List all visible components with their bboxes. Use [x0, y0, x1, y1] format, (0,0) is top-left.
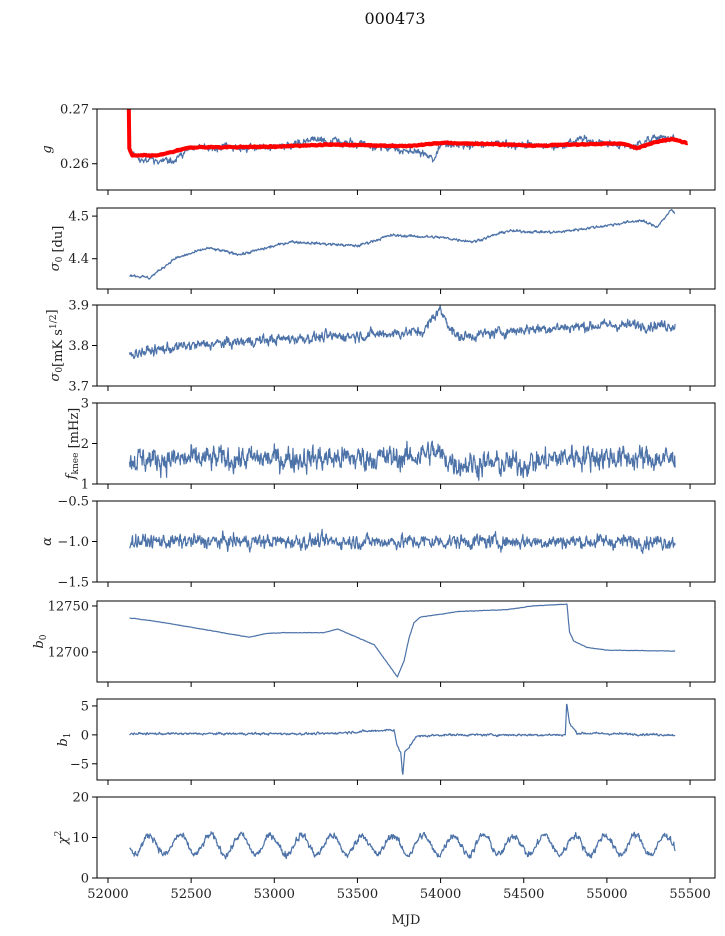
- axes-frame: [96, 698, 716, 781]
- y-axis-label: χ2: [54, 831, 71, 846]
- x-tick-label: 54000: [420, 887, 461, 902]
- y-tick-label: 2: [81, 437, 89, 452]
- y-tick-label: 12700: [48, 645, 89, 660]
- y-tick-label: 4.5: [68, 210, 89, 225]
- axes-frame: [96, 207, 716, 290]
- y-tick-label: 3.8: [68, 339, 89, 354]
- y-axis-label: σ0[mK s1/2]: [45, 309, 66, 381]
- panel-4: −1.5 −1.0 −0.5 α: [40, 495, 716, 591]
- x-tick-label: 53500: [337, 887, 378, 902]
- y-tick-label: −0.5: [57, 495, 89, 510]
- y-label-segment: 0: [39, 634, 49, 640]
- y-label-segment: 1/2: [49, 315, 59, 329]
- x-axis-label: MJD: [392, 913, 421, 928]
- axes-frame: [96, 796, 716, 879]
- y-label-segment: f: [64, 472, 79, 480]
- panel-1: 4.44.5σ0 [du]: [48, 207, 716, 294]
- axes-frame: [96, 600, 716, 683]
- y-label-segment: b: [56, 738, 71, 746]
- series-line-b0: [129, 603, 676, 678]
- x-tick-label: 52500: [170, 887, 211, 902]
- y-label-segment: g: [40, 145, 55, 153]
- y-label-segment: α: [40, 537, 55, 546]
- y-label-segment: 0: [55, 367, 65, 373]
- panel-7: 52000 52500 53000 53500 54000 54500 55000 55500…: [54, 791, 716, 902]
- y-tick-label: 3.7: [68, 380, 89, 395]
- y-tick-label: −1.0: [57, 535, 89, 550]
- y-label-segment: σ: [48, 261, 63, 271]
- panel-2: 3.73.83.9σ0[mK s1/2]: [45, 299, 716, 395]
- x-tick-label: 54500: [503, 887, 544, 902]
- y-label-segment: ]: [45, 309, 60, 314]
- y-label-segment: 0: [55, 256, 65, 262]
- y-label-segment: [mK s: [51, 329, 66, 367]
- y-label-segment: b: [32, 640, 47, 648]
- series-line-fknee: [129, 440, 676, 481]
- series-line-g fit: [126, 109, 690, 158]
- series-line-alpha: [129, 528, 676, 554]
- axes-frame: [96, 402, 716, 485]
- series-line-sigma0_mK: [129, 305, 676, 360]
- y-tick-label: 5: [81, 699, 89, 714]
- y-tick-label: −5: [70, 757, 89, 772]
- y-tick-label: 0: [81, 872, 89, 887]
- panel-6: −5 0 5 b1: [56, 698, 716, 785]
- axes-frame: [96, 108, 716, 191]
- y-label-segment: 1: [63, 732, 73, 738]
- panel-5: 12700 12750 b0: [32, 599, 716, 687]
- y-tick-label: −1.5: [57, 576, 89, 591]
- series-line-b1: [129, 703, 676, 775]
- y-tick-label: 1: [81, 478, 89, 493]
- y-tick-label: 0.27: [60, 103, 89, 118]
- y-tick-label: 4.4: [68, 252, 89, 267]
- y-tick-label: 0: [81, 728, 89, 743]
- y-tick-label: 10: [72, 831, 89, 846]
- y-label-segment: [mHz]: [67, 408, 82, 453]
- y-tick-label: 12750: [48, 599, 89, 614]
- y-label-segment: 2: [54, 831, 64, 837]
- y-label-segment: σ: [48, 372, 63, 382]
- y-tick-label: 20: [72, 791, 89, 806]
- y-axis-label: σ0 [du]: [48, 226, 66, 272]
- y-axis-label: b1: [56, 732, 73, 746]
- series-line-chi2: [129, 831, 676, 860]
- x-tick-label: 55500: [669, 887, 710, 902]
- y-label-segment: knee: [71, 453, 81, 475]
- panel-0: 0.26 0.27 g: [40, 103, 716, 195]
- y-label-segment: χ: [56, 835, 71, 845]
- x-tick-label: 52000: [87, 887, 128, 902]
- y-axis-label: α: [40, 537, 55, 546]
- series-line-sigma0_du: [129, 209, 676, 280]
- y-label-segment: [du]: [51, 226, 66, 257]
- y-axis-label: g: [40, 145, 55, 153]
- y-tick-label: 3: [81, 397, 89, 412]
- y-axis-label: b0: [32, 634, 49, 648]
- x-tick-label: 55000: [586, 887, 627, 902]
- y-axis-label: fknee [mHz]: [64, 408, 82, 481]
- chart-title: 000473: [364, 9, 425, 28]
- x-tick-label: 53000: [254, 887, 295, 902]
- series-line-g: [129, 134, 676, 165]
- y-tick-label: 3.9: [68, 299, 89, 314]
- y-tick-label: 0.26: [60, 157, 89, 172]
